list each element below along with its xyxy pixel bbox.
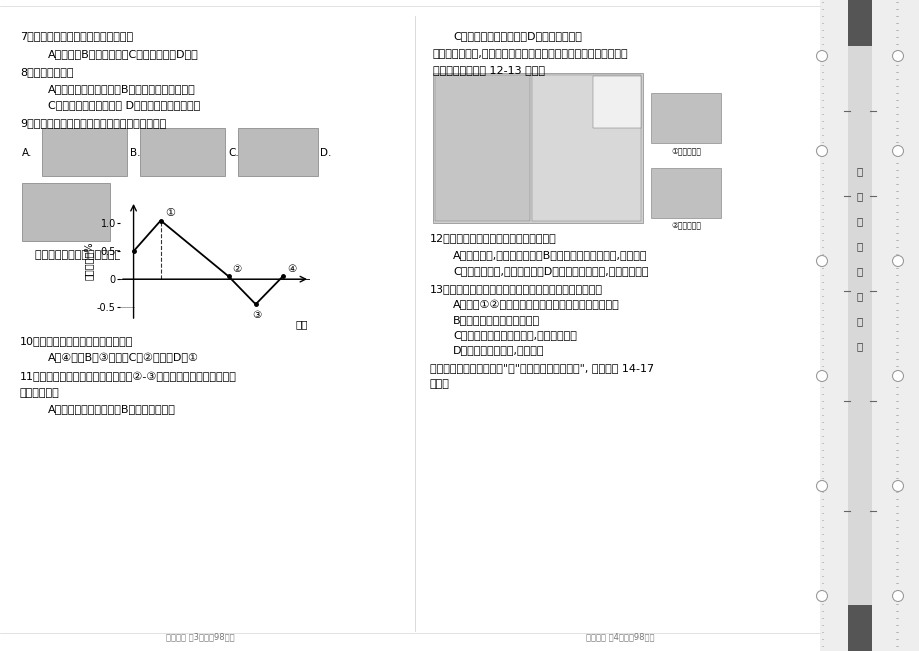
Text: 9．与丁地气候相适应的传统民居可能是（　　）: 9．与丁地气候相适应的传统民居可能是（ ）: [20, 118, 166, 128]
Text: ②地传统民居: ②地传统民居: [670, 221, 700, 230]
Text: 时间: 时间: [295, 320, 308, 329]
Text: ④: ④: [287, 264, 296, 273]
Text: ①: ①: [165, 208, 175, 217]
Bar: [593, 76, 641, 128]
Circle shape: [816, 590, 826, 602]
Text: 地理试题 第4页（共98页）: 地理试题 第4页（共98页）: [585, 632, 653, 641]
Text: 答: 答: [856, 316, 862, 326]
Text: B．乙半岛地势南北高中部低: B．乙半岛地势南北高中部低: [452, 315, 539, 325]
Circle shape: [816, 480, 826, 492]
Circle shape: [891, 480, 902, 492]
Bar: [433, 73, 642, 223]
Circle shape: [816, 255, 826, 266]
Text: 12．三大半岛共同的地理特征是（　　）: 12．三大半岛共同的地理特征是（ ）: [429, 233, 556, 243]
Text: D．乙半岛多白种人,信仰佛教: D．乙半岛多白种人,信仰佛教: [452, 345, 544, 355]
Text: 不: 不: [856, 266, 862, 276]
Bar: [651, 93, 720, 143]
Text: 地理试题 第3页（共98页）: 地理试题 第3页（共98页）: [165, 632, 234, 641]
Bar: [847, 605, 871, 651]
Text: ①地传统民居: ①地传统民居: [670, 146, 700, 155]
Text: 题: 题: [856, 341, 862, 351]
Text: 线: 线: [856, 216, 862, 226]
Circle shape: [816, 370, 826, 381]
Text: C.: C.: [228, 148, 239, 158]
Bar: [22, 183, 110, 241]
Circle shape: [891, 51, 902, 61]
Text: 图，读图完成下面 12-13 小题。: 图，读图完成下面 12-13 小题。: [433, 65, 544, 75]
Text: 7．位于南半球热带地区的是（　　）: 7．位于南半球热带地区的是（ ）: [20, 31, 133, 41]
Circle shape: [891, 146, 902, 156]
Text: C．教育资源紧缺　　　D．国防兵源不足: C．教育资源紧缺 D．国防兵源不足: [452, 31, 581, 41]
Text: C．最热月比丁地更炎热 D．最冷月比丁地更寒冷: C．最热月比丁地更炎热 D．最冷月比丁地更寒冷: [48, 100, 200, 110]
Bar: [140, 128, 225, 176]
Circle shape: [816, 146, 826, 156]
Circle shape: [816, 51, 826, 61]
Text: C．濒临印度洋,降水丰富　　D．地形以高原为主,地势北高南低: C．濒临印度洋,降水丰富 D．地形以高原为主,地势北高南低: [452, 266, 648, 276]
Bar: [531, 75, 641, 221]
Circle shape: [891, 590, 902, 602]
Text: 亚洲有三大半岛,地理环境差异显著。下图为亚洲南部三大半岛示意: 亚洲有三大半岛,地理环境差异显著。下图为亚洲南部三大半岛示意: [433, 49, 628, 59]
Text: 订: 订: [856, 191, 862, 201]
Text: 要: 要: [856, 291, 862, 301]
Y-axis label: 自然增长率%: 自然增长率%: [85, 242, 94, 280]
Text: A.: A.: [22, 148, 32, 158]
Text: A．劳动力过剩　　　　B．加剧环境污染: A．劳动力过剩 B．加剧环境污染: [48, 404, 176, 414]
Text: 装: 装: [856, 166, 862, 176]
Text: 读东南亚中南半岛示意图"和"南亚部分地区示意图", 完成下面 14-17: 读东南亚中南半岛示意图"和"南亚部分地区示意图", 完成下面 14-17: [429, 363, 653, 373]
Bar: [847, 46, 871, 605]
Text: A．白色人种,使用阿拉伯语　B．气候以热带气候为主,热量充足: A．白色人种,使用阿拉伯语 B．气候以热带气候为主,热量充足: [452, 250, 647, 260]
Text: 11．当一个国家人口自然增长率出现②-③这种变化时，将会产生的问: 11．当一个国家人口自然增长率出现②-③这种变化时，将会产生的问: [20, 372, 236, 382]
Text: A．比丙地年降水量多　B．比丙地气温年较差小: A．比丙地年降水量多 B．比丙地气温年较差小: [48, 84, 196, 94]
Bar: [238, 128, 318, 176]
Text: 10．图中人口总量最大的是（　　）: 10．图中人口总量最大的是（ ）: [20, 336, 133, 346]
Bar: [651, 168, 720, 218]
Bar: [0, 0, 819, 651]
Text: A．④　　B．③　　　C．②　　　D．①: A．④ B．③ C．② D．①: [48, 353, 199, 363]
Bar: [42, 128, 127, 176]
Text: 内: 内: [856, 241, 862, 251]
Text: 13．关于甲、乙、丙三个半岛的描述正确的是（　　　）: 13．关于甲、乙、丙三个半岛的描述正确的是（ ）: [429, 284, 602, 294]
Bar: [435, 75, 529, 221]
Bar: [847, 0, 871, 46]
Text: ③: ③: [252, 310, 261, 320]
Text: 题是（　　）: 题是（ ）: [20, 388, 60, 398]
Text: B.: B.: [130, 148, 141, 158]
Text: 读人口增长曲线图，完成下面 10-11 小题。: 读人口增长曲线图，完成下面 10-11 小题。: [35, 249, 180, 259]
Text: 小题。: 小题。: [429, 379, 449, 389]
Text: ②: ②: [233, 264, 242, 273]
Circle shape: [891, 255, 902, 266]
Text: C．甲半岛阿拉伯民族集聚,多信仰犹太教: C．甲半岛阿拉伯民族集聚,多信仰犹太教: [452, 330, 576, 340]
Text: 8．乙地（　　）: 8．乙地（ ）: [20, 67, 74, 77]
Text: A．甲　　B．乙　　　　C．丙　　　　D．丁: A．甲 B．乙 C．丙 D．丁: [48, 49, 199, 59]
Text: A．导致①②两地传统民居差异的主要影响因素为气温: A．导致①②两地传统民居差异的主要影响因素为气温: [452, 300, 619, 311]
Bar: [819, 0, 919, 651]
Circle shape: [891, 370, 902, 381]
Text: D.: D.: [320, 148, 331, 158]
